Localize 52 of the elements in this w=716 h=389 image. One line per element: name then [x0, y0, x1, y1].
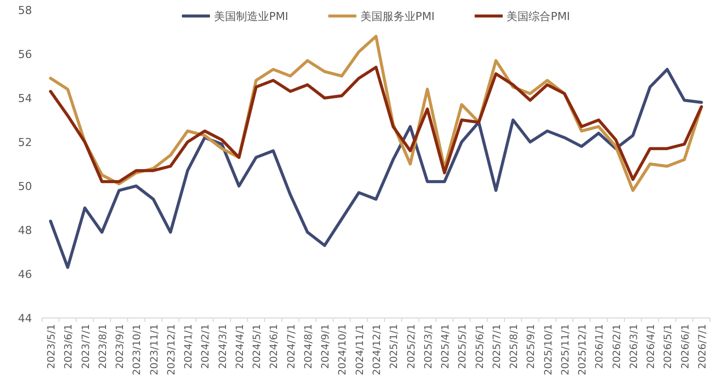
x-tick-label: 2024/10/1	[338, 324, 349, 376]
legend-label: 美国制造业PMI	[214, 10, 288, 23]
y-tick-label: 56	[18, 48, 32, 61]
x-tick-label: 2023/7/1	[80, 324, 92, 369]
x-tick-label: 2023/12/1	[166, 324, 178, 376]
x-tick-label: 2026/1/1	[594, 324, 606, 369]
line-series	[49, 68, 703, 269]
x-tick-label: 2024/11/1	[354, 324, 366, 376]
y-tick-label: 50	[18, 180, 32, 193]
x-tick-label: 2026/7/1	[697, 324, 708, 369]
x-tick-label: 2023/6/1	[64, 324, 75, 369]
y-tick-label: 58	[18, 4, 32, 17]
x-tick-label: 2026/5/1	[663, 324, 674, 369]
x-tick-label: 2023/9/1	[115, 324, 126, 369]
x-tick-label: 2024/4/1	[234, 324, 246, 369]
x-tick-label: 2023/11/1	[149, 324, 160, 376]
x-tick-label: 2023/5/1	[46, 324, 58, 369]
x-tick-label: 2023/10/1	[132, 324, 144, 376]
x-tick-label: 2024/5/1	[252, 324, 264, 369]
x-tick-label: 2025/2/1	[406, 324, 418, 369]
legend-label: 美国综合PMI	[506, 10, 570, 23]
x-tick-label: 2024/2/1	[200, 324, 212, 369]
x-tick-label: 2026/2/1	[612, 324, 623, 369]
y-tick-label: 48	[18, 224, 32, 237]
x-tick-label: 2025/12/1	[578, 324, 589, 376]
x-tick-label: 2024/12/1	[372, 324, 383, 376]
x-tick-label: 2025/11/1	[560, 324, 572, 376]
line-series	[49, 66, 703, 184]
x-tick-label: 2024/3/1	[218, 324, 229, 369]
x-tick-label: 2024/7/1	[286, 324, 298, 369]
x-tick-label: 2025/10/1	[543, 324, 554, 376]
x-tick-label: 2025/4/1	[440, 324, 452, 369]
x-tick-label: 2025/3/1	[423, 324, 434, 369]
x-tick-label: 2025/1/1	[389, 324, 400, 369]
y-tick-label: 44	[18, 312, 32, 325]
x-tick-label: 2026/3/1	[628, 324, 640, 369]
x-tick-label: 2026/4/1	[646, 324, 658, 369]
x-tick-label: 2024/1/1	[184, 324, 195, 369]
x-tick-label: 2026/6/1	[680, 324, 692, 369]
x-tick-label: 2025/5/1	[458, 324, 469, 369]
x-tick-label: 2025/7/1	[492, 324, 503, 369]
x-tick-label: 2025/9/1	[526, 324, 538, 369]
x-tick-label: 2025/8/1	[509, 324, 520, 369]
x-tick-label: 2024/6/1	[269, 324, 280, 369]
x-tick-label: 2024/8/1	[303, 324, 314, 369]
x-tick-label: 2024/9/1	[320, 324, 332, 369]
y-tick-label: 52	[18, 136, 32, 149]
x-tick-label: 2023/8/1	[98, 324, 109, 369]
y-tick-label: 54	[18, 92, 32, 105]
x-tick-label: 2025/6/1	[474, 324, 486, 369]
legend-label: 美国服务业PMI	[360, 10, 435, 23]
y-tick-label: 46	[18, 268, 32, 281]
